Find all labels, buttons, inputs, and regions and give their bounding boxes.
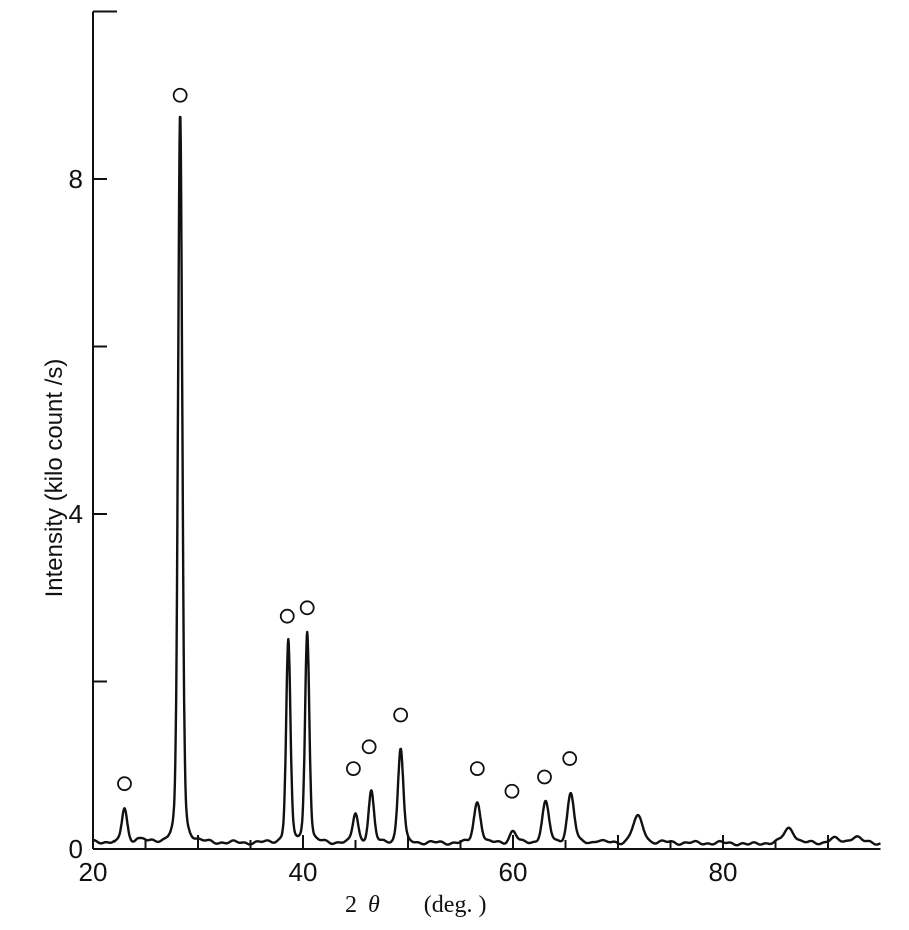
tick-labels: 20 40 60 80 0 4 8 xyxy=(69,164,738,887)
x-axis-title-theta: θ xyxy=(368,892,380,918)
peak-marker-circle xyxy=(469,761,485,776)
peak-marker-circle xyxy=(117,776,132,792)
peak-marker-circle xyxy=(172,87,188,103)
peak-marker-circle xyxy=(279,608,295,624)
x-axis-title: 2 θ (deg. ) xyxy=(345,892,486,918)
x-axis-title-unit: (deg. ) xyxy=(424,892,487,918)
y-tick-label: 4 xyxy=(69,499,83,529)
x-tick-label: 20 xyxy=(79,857,108,887)
y-axis-title: Intensity (kilo count /s) xyxy=(41,359,68,598)
y-tick-label: 0 xyxy=(69,834,83,864)
peak-markers xyxy=(117,87,578,799)
diffraction-pattern-line xyxy=(92,115,882,847)
peak-marker-circle xyxy=(504,783,520,799)
y-tick-label: 8 xyxy=(69,164,83,194)
peak-marker-circle xyxy=(537,769,552,785)
peak-marker-circle xyxy=(345,761,361,776)
peak-marker-circle xyxy=(299,600,315,616)
ticks xyxy=(93,178,829,849)
axes xyxy=(92,10,881,850)
x-axis-title-symbol: 2 xyxy=(345,892,357,918)
peak-marker-circle xyxy=(361,739,377,755)
peak-marker-circle xyxy=(562,751,578,766)
x-tick-label: 80 xyxy=(709,857,738,887)
x-tick-label: 40 xyxy=(289,857,318,887)
x-tick-label: 60 xyxy=(499,857,528,887)
peak-marker-circle xyxy=(393,707,409,723)
